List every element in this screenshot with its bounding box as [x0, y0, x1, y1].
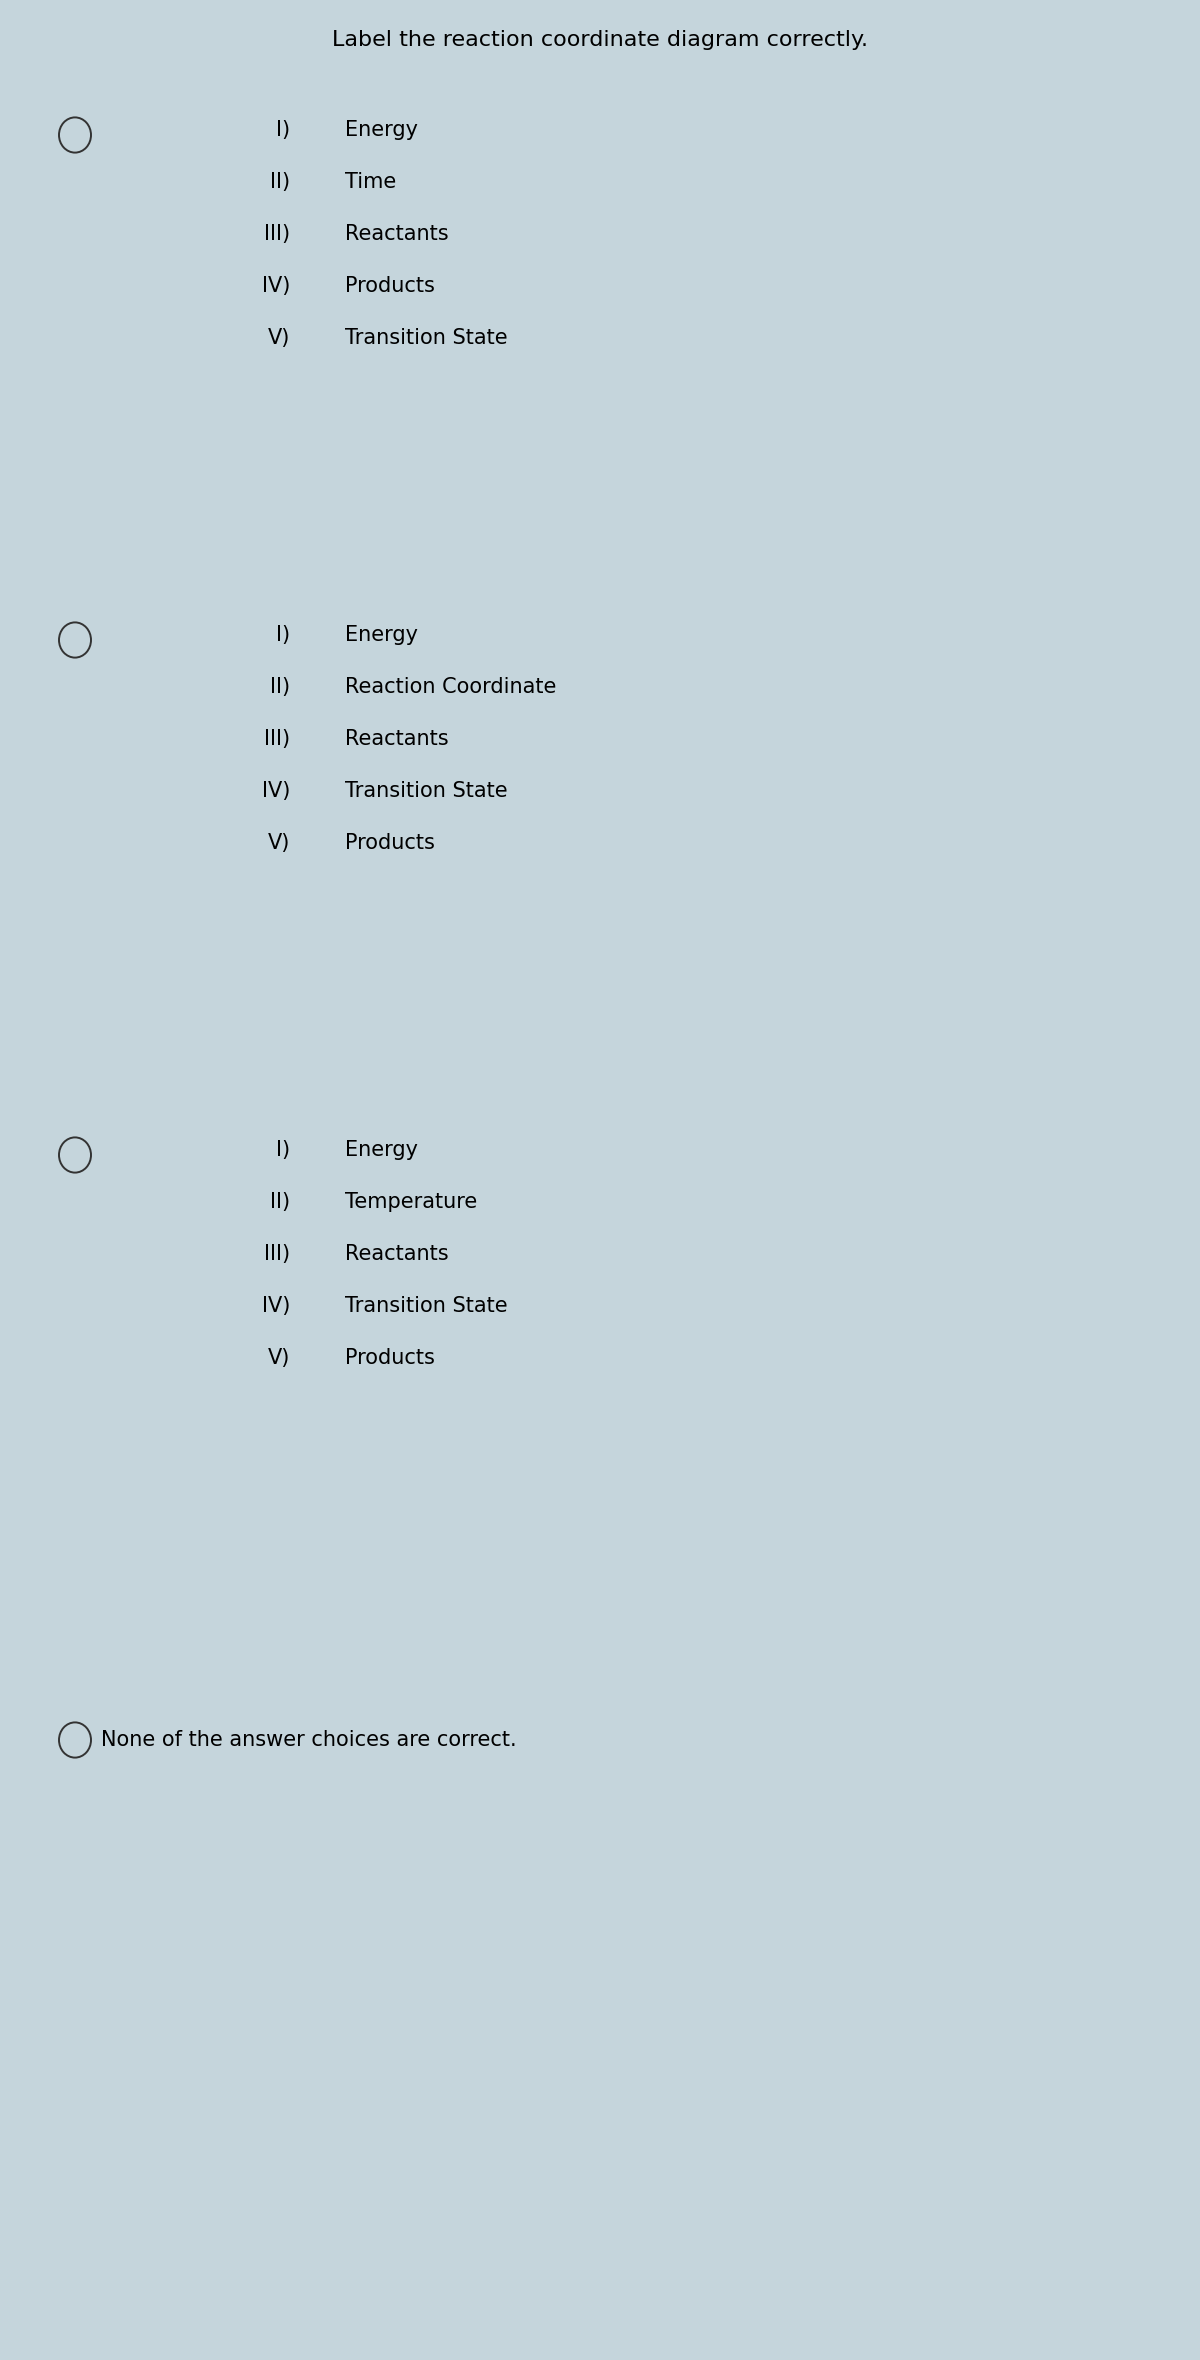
Text: Energy: Energy	[346, 1140, 418, 1161]
Text: IV): IV)	[262, 276, 290, 295]
Text: Energy: Energy	[346, 120, 418, 139]
Text: IV): IV)	[262, 1296, 290, 1317]
Text: Energy: Energy	[346, 625, 418, 644]
Text: V): V)	[268, 833, 290, 852]
Text: Reactants: Reactants	[346, 1244, 449, 1265]
Text: Reactants: Reactants	[346, 729, 449, 748]
Text: Products: Products	[346, 833, 434, 852]
Text: II): II)	[270, 677, 290, 696]
Text: Transition State: Transition State	[346, 1296, 508, 1317]
Text: None of the answer choices are correct.: None of the answer choices are correct.	[101, 1730, 517, 1751]
Text: I): I)	[276, 1140, 290, 1161]
Text: Reaction Coordinate: Reaction Coordinate	[346, 677, 557, 696]
Text: Products: Products	[346, 1348, 434, 1369]
Text: Transition State: Transition State	[346, 781, 508, 800]
Text: IV): IV)	[262, 781, 290, 800]
Text: II): II)	[270, 1192, 290, 1213]
Text: Reactants: Reactants	[346, 224, 449, 243]
Text: III): III)	[264, 224, 290, 243]
Text: Transition State: Transition State	[346, 328, 508, 347]
Text: V): V)	[268, 1348, 290, 1369]
Text: V): V)	[268, 328, 290, 347]
Text: I): I)	[276, 120, 290, 139]
Text: Label the reaction coordinate diagram correctly.: Label the reaction coordinate diagram co…	[332, 31, 868, 50]
Text: Time: Time	[346, 172, 396, 191]
Text: III): III)	[264, 1244, 290, 1265]
Text: Products: Products	[346, 276, 434, 295]
Text: II): II)	[270, 172, 290, 191]
Text: Temperature: Temperature	[346, 1192, 478, 1213]
Text: I): I)	[276, 625, 290, 644]
Text: III): III)	[264, 729, 290, 748]
